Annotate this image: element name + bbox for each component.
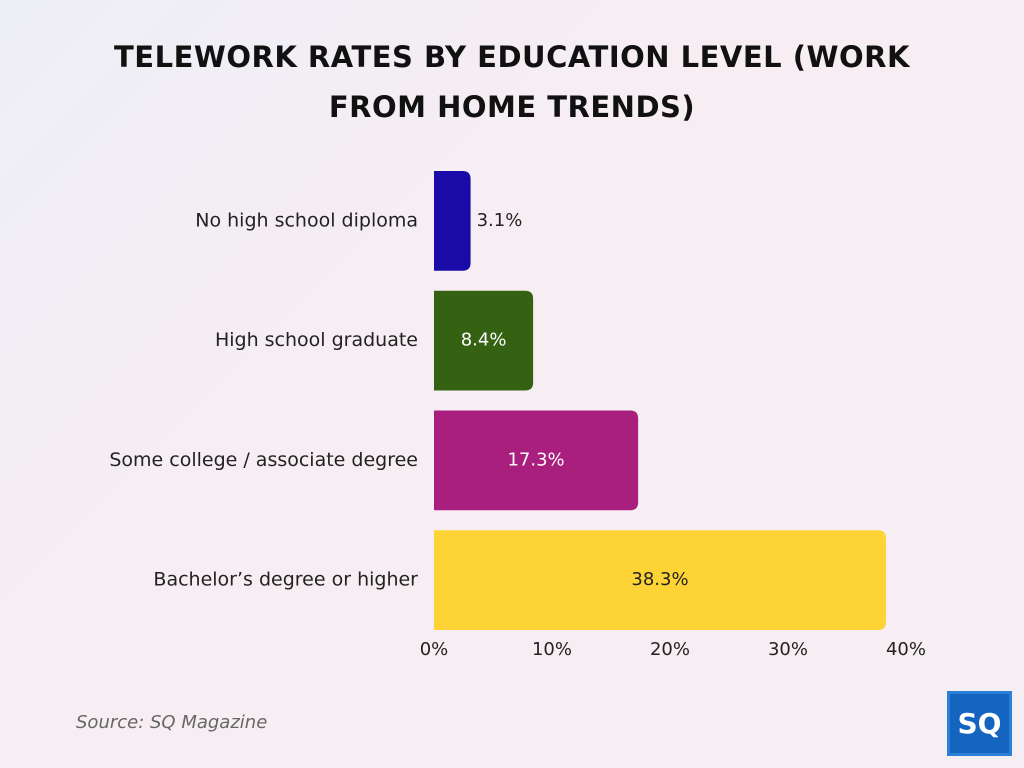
- x-tick-label: 40%: [886, 639, 926, 660]
- bar: [434, 290, 534, 391]
- category-label: No high school diploma: [195, 209, 418, 231]
- value-label: 17.3%: [507, 449, 564, 470]
- value-label: 38.3%: [631, 569, 688, 590]
- category-label: Bachelor’s degree or higher: [153, 569, 418, 591]
- category-label: Some college / associate degree: [109, 449, 418, 471]
- logo: SQ: [947, 691, 1012, 756]
- bar: [434, 530, 886, 630]
- value-label: 8.4%: [461, 330, 507, 351]
- x-tick-label: 30%: [768, 639, 808, 660]
- value-label: 3.1%: [477, 210, 523, 231]
- chart-title: TELEWORK RATES BY EDUCATION LEVEL (WORK …: [114, 40, 910, 124]
- x-tick-label: 20%: [650, 639, 690, 660]
- bar: [434, 410, 639, 511]
- x-tick-label: 10%: [532, 639, 572, 660]
- bar: [434, 171, 471, 271]
- x-tick-label: 0%: [420, 639, 449, 660]
- source: Source: SQ Magazine: [76, 712, 268, 733]
- category-label: High school graduate: [215, 329, 418, 351]
